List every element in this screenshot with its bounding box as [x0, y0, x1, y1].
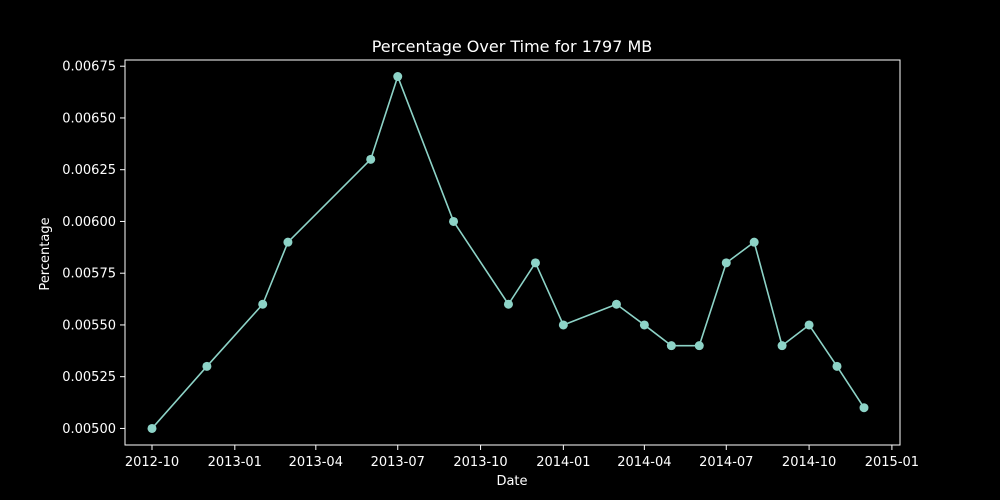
y-tick-label: 0.00600	[62, 215, 116, 230]
y-axis: 0.00500 0.00525 0.00550 0.00575 0.00600 0.006…	[62, 60, 125, 437]
data-point	[859, 403, 869, 413]
x-tick-label: 2015-01	[865, 455, 919, 470]
data-point	[804, 320, 814, 330]
plot-area	[124, 59, 901, 446]
data-point	[258, 299, 268, 309]
data-point	[611, 299, 621, 309]
y-tick-label: 0.00575	[62, 267, 116, 282]
x-tick-label: 2014-04	[617, 455, 671, 470]
data-point	[639, 320, 649, 330]
data-point	[832, 361, 842, 371]
x-axis: 2012-10 2013-01 2013-04 2013-07 2013-10 2014-…	[125, 445, 919, 470]
x-axis-title: Date	[496, 474, 527, 489]
data-point	[666, 341, 676, 351]
y-tick-label: 0.00675	[62, 60, 116, 75]
data-point	[503, 299, 513, 309]
x-tick-label: 2013-10	[453, 455, 507, 470]
x-tick-label: 2014-10	[782, 455, 836, 470]
y-tick-label: 0.00625	[62, 163, 116, 178]
data-point	[393, 72, 403, 82]
data-point	[694, 341, 704, 351]
x-tick-label: 2013-07	[371, 455, 425, 470]
data-point	[558, 320, 568, 330]
chart-title: Percentage Over Time for 1797 MB	[372, 37, 653, 56]
x-tick-label: 2013-01	[208, 455, 262, 470]
y-tick-label: 0.00650	[62, 111, 116, 126]
series-line	[151, 75, 865, 429]
y-axis-title: Percentage	[38, 217, 53, 290]
data-point	[202, 361, 212, 371]
x-tick-label: 2013-04	[289, 455, 343, 470]
data-point	[721, 258, 731, 268]
data-point	[449, 216, 459, 226]
data-point	[749, 237, 759, 247]
data-point	[147, 423, 157, 433]
data-point	[777, 341, 787, 351]
x-tick-label: 2014-07	[699, 455, 753, 470]
plot-frame	[124, 59, 901, 446]
y-tick-label: 0.00550	[62, 318, 116, 333]
x-tick-label: 2014-01	[536, 455, 590, 470]
x-tick-label: 2012-10	[125, 455, 179, 470]
data-point	[366, 154, 376, 164]
y-tick-label: 0.00525	[62, 370, 116, 385]
data-point	[530, 258, 540, 268]
data-point	[283, 237, 293, 247]
y-tick-label: 0.00500	[62, 422, 116, 437]
